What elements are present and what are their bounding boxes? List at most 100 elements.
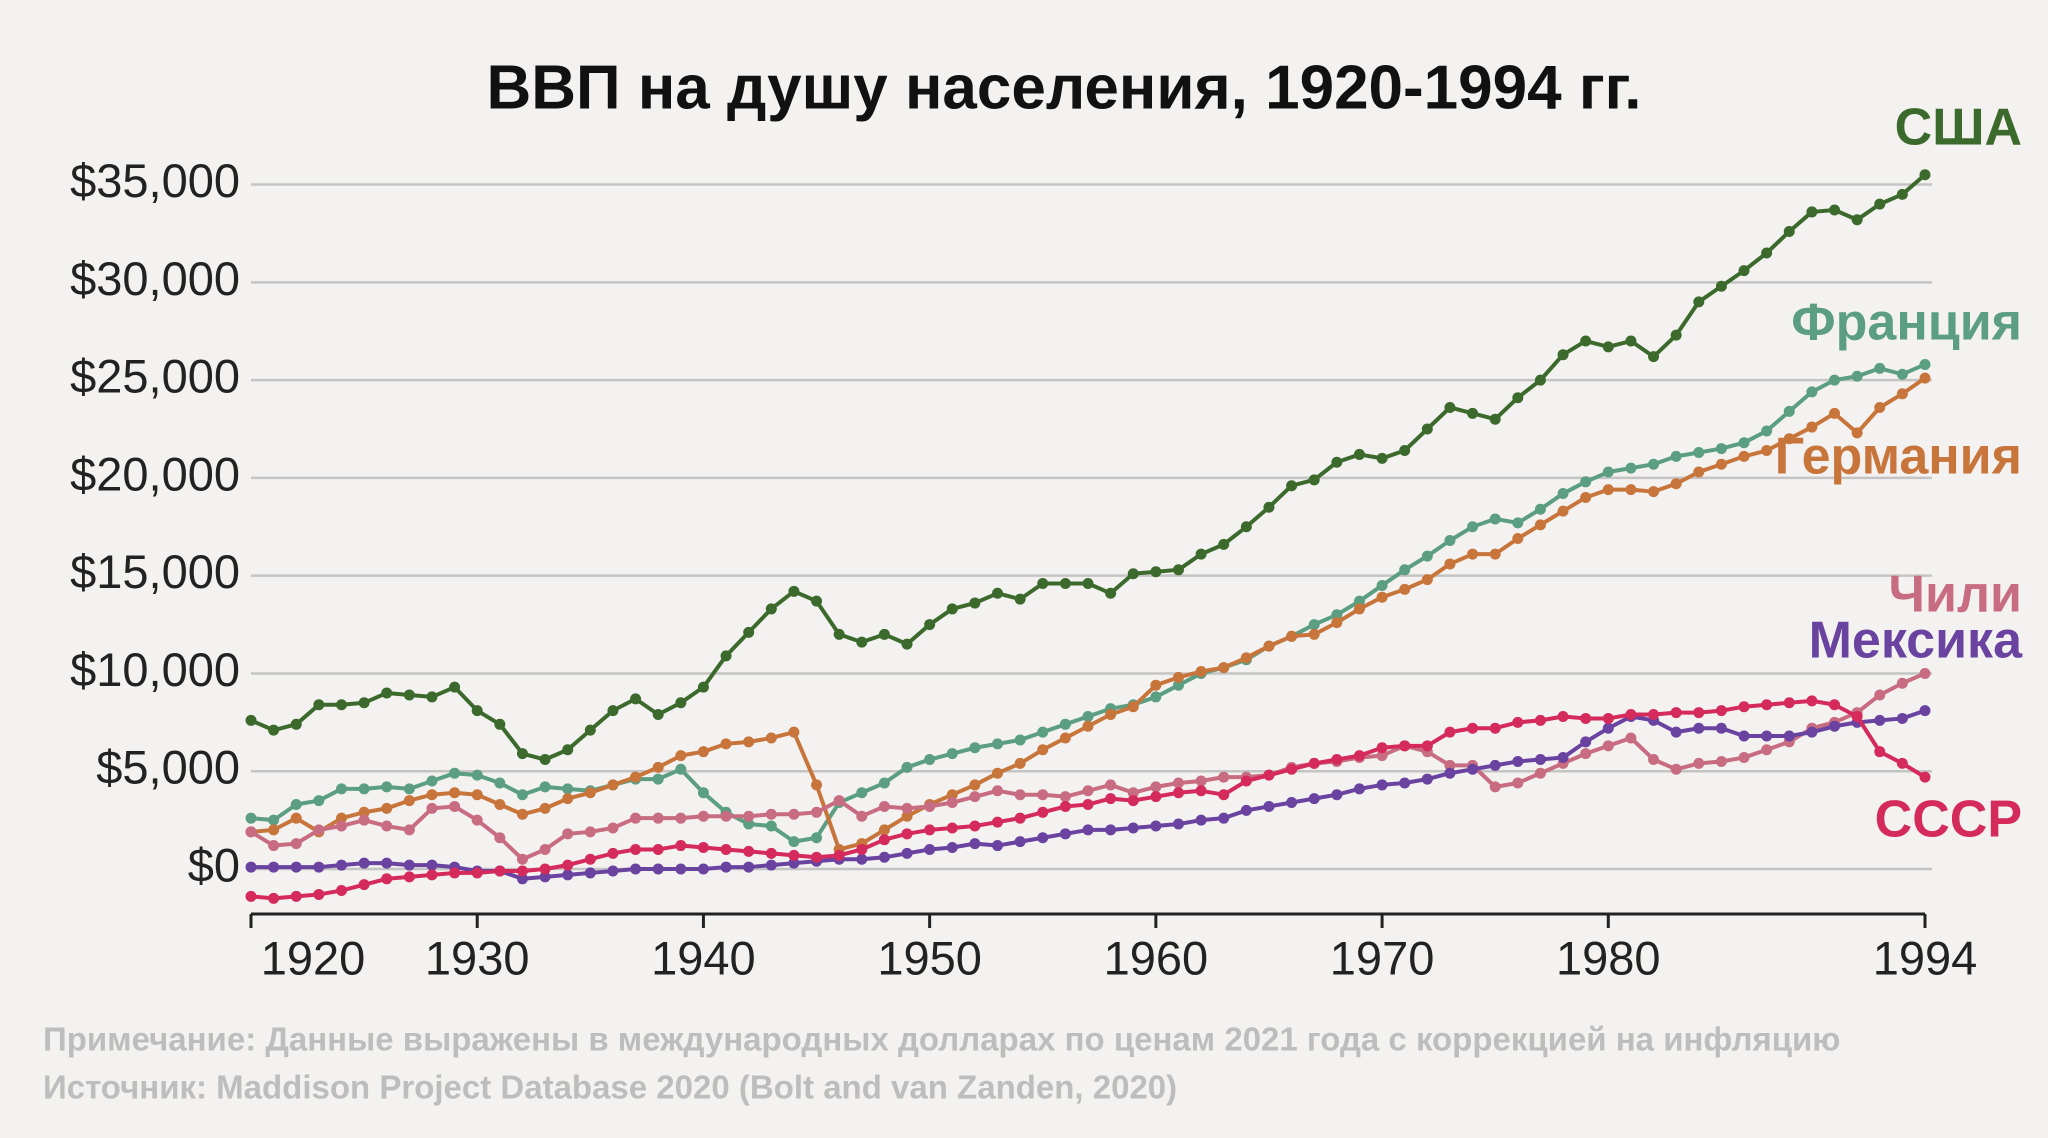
y-tick-label: $15,000: [70, 545, 240, 598]
data-point: [1082, 785, 1094, 797]
data-point: [1648, 351, 1660, 363]
data-point: [833, 628, 845, 640]
data-point: [245, 714, 257, 726]
data-point: [992, 840, 1004, 852]
data-point: [290, 812, 302, 824]
data-point: [946, 603, 958, 615]
data-point: [290, 890, 302, 902]
data-point: [335, 783, 347, 795]
data-point: [1896, 677, 1908, 689]
data-point: [1014, 734, 1026, 746]
data-point: [765, 820, 777, 832]
data-point: [1738, 730, 1750, 742]
data-point: [1127, 568, 1139, 580]
data-point: [697, 863, 709, 875]
data-point: [562, 744, 574, 756]
data-point: [1489, 413, 1501, 425]
data-point: [1172, 679, 1184, 691]
data-point: [607, 779, 619, 791]
data-point: [1534, 754, 1546, 766]
data-point: [675, 763, 687, 775]
data-point: [1806, 206, 1818, 218]
data-point: [765, 603, 777, 615]
data-point: [1738, 701, 1750, 713]
data-point: [1444, 767, 1456, 779]
data-point: [1715, 705, 1727, 717]
data-point: [1919, 169, 1931, 181]
data-point: [1625, 709, 1637, 721]
data-point: [1014, 812, 1026, 824]
data-point: [381, 857, 393, 869]
data-point: [856, 853, 868, 865]
data-point: [1783, 225, 1795, 237]
data-point: [811, 832, 823, 844]
data-point: [924, 800, 936, 812]
data-point: [1896, 388, 1908, 400]
y-tick-label: $5,000: [96, 741, 240, 794]
data-point: [1059, 718, 1071, 730]
y-tick-label: $20,000: [70, 447, 240, 500]
data-point: [426, 869, 438, 881]
data-point: [584, 724, 596, 736]
data-point: [539, 754, 551, 766]
data-point: [946, 822, 958, 834]
data-point: [1534, 767, 1546, 779]
data-point: [1580, 712, 1592, 724]
data-point: [1263, 640, 1275, 652]
data-point: [720, 861, 732, 873]
data-point: [290, 838, 302, 850]
data-point: [1376, 452, 1388, 464]
data-point: [720, 810, 732, 822]
data-point: [1806, 421, 1818, 433]
data-point: [1851, 427, 1863, 439]
data-point: [494, 798, 506, 810]
data-point: [652, 761, 664, 773]
data-point: [765, 847, 777, 859]
data-point: [1263, 769, 1275, 781]
data-point: [1693, 722, 1705, 734]
data-point: [1874, 198, 1886, 210]
data-point: [245, 826, 257, 838]
data-point: [1105, 824, 1117, 836]
data-point: [1557, 710, 1569, 722]
data-point: [720, 650, 732, 662]
data-point: [811, 779, 823, 791]
data-point: [697, 842, 709, 854]
data-point: [584, 853, 596, 865]
data-point: [697, 746, 709, 758]
data-point: [856, 636, 868, 648]
data-point: [449, 800, 461, 812]
x-tick-label: 1940: [651, 931, 756, 984]
data-point: [1467, 763, 1479, 775]
data-point: [403, 871, 415, 883]
x-tick-label: 1920: [261, 931, 366, 984]
data-point: [1761, 744, 1773, 756]
x-tick-label: 1970: [1330, 931, 1435, 984]
data-point: [539, 802, 551, 814]
data-point: [1399, 564, 1411, 576]
data-point: [607, 865, 619, 877]
data-point: [1602, 722, 1614, 734]
data-point: [1240, 804, 1252, 816]
data-point: [313, 699, 325, 711]
data-point: [720, 843, 732, 855]
data-point: [1467, 548, 1479, 560]
data-point: [788, 808, 800, 820]
x-tick-label: 1950: [877, 931, 982, 984]
data-point: [1851, 370, 1863, 382]
data-point: [1376, 742, 1388, 754]
data-point: [924, 843, 936, 855]
data-point: [1919, 705, 1931, 717]
data-point: [1738, 437, 1750, 449]
data-point: [1648, 754, 1660, 766]
data-point: [992, 738, 1004, 750]
data-point: [268, 840, 280, 852]
data-point: [1150, 820, 1162, 832]
data-point: [1534, 503, 1546, 515]
data-point: [1919, 771, 1931, 783]
data-point: [1693, 707, 1705, 719]
data-point: [1625, 732, 1637, 744]
data-point: [494, 718, 506, 730]
data-point: [1353, 448, 1365, 460]
data-point: [358, 879, 370, 891]
